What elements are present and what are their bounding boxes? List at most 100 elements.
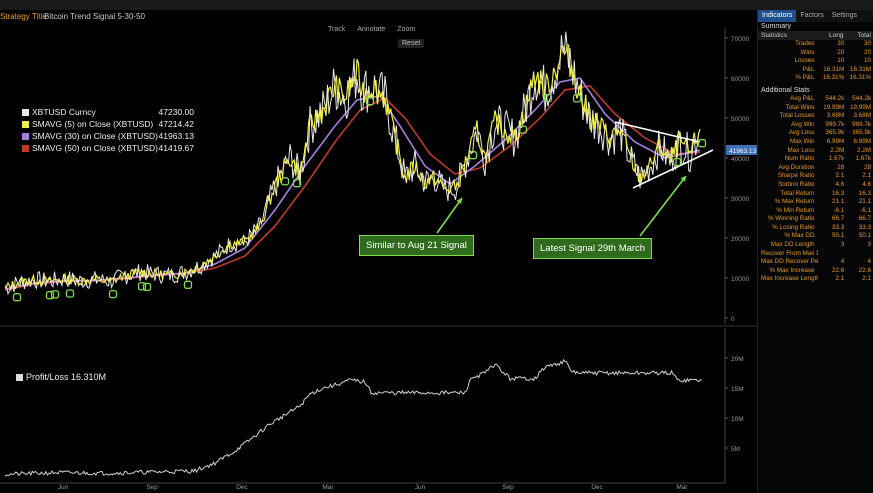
- arrow-aug21-signal: [436, 197, 463, 234]
- stat-row: % Max Return 21.1 21.1: [758, 198, 873, 207]
- stat-long: 16.3: [831, 189, 845, 197]
- strategy-title-label: Strategy Title: [0, 12, 47, 21]
- stat-long: 2.1: [835, 275, 845, 283]
- stat-label: Total Losses: [779, 112, 815, 120]
- stat-label: % Max DD: [784, 232, 815, 240]
- chart-toolbar: Track Annotate Zoom: [328, 26, 415, 38]
- signal-marker: [365, 97, 375, 106]
- stat-label: % Winning Ratio: [767, 215, 815, 223]
- stat-total: 16.31M: [849, 65, 871, 73]
- x-tick-label: Mar: [322, 484, 334, 491]
- stat-row: Total Losses 3.68M 3.68M: [758, 112, 873, 121]
- stat-long: 1.67k: [828, 155, 845, 163]
- legend-label: XBTUSD Curncy: [32, 107, 96, 117]
- tab-factors[interactable]: Factors: [800, 12, 824, 19]
- stat-long: 21.1: [831, 198, 845, 206]
- arrow-aug21-signal-head: [456, 198, 462, 204]
- stat-row: Max Increase Length 2.1 2.1: [758, 275, 873, 284]
- price-tick-label: 20000: [731, 236, 749, 243]
- x-tick-label: Dec: [591, 484, 603, 491]
- stat-long: 16.31M: [823, 65, 845, 73]
- window-top-bar: [0, 0, 873, 10]
- price-tick-label: 70000: [731, 36, 749, 43]
- legend-label: SMAVG (50) on Close (XBTUSD): [32, 143, 158, 153]
- signal-marker: [137, 282, 147, 291]
- stat-row: Wins 20 20: [758, 49, 873, 58]
- current-price-tag-label: 41963.13: [729, 148, 756, 155]
- stat-row: Avg Win 999.7k 999.7k: [758, 121, 873, 130]
- tab-indicators[interactable]: Indicators: [758, 10, 797, 22]
- stat-label: Max Loss: [787, 146, 815, 154]
- col-header-long: Long: [829, 32, 844, 39]
- stat-total: 21.1: [858, 198, 871, 206]
- signal-marker: [50, 290, 60, 299]
- stat-row: Avg Loss 365.9k 365.9k: [758, 129, 873, 138]
- stat-label: Losses: [794, 57, 815, 65]
- summary-rows: Trades 30 30 Wins 20 20 Losses 10 10 P&L 16.31M 16.…: [758, 40, 873, 83]
- pl-tick-label: 10M: [731, 416, 744, 423]
- stat-label: P&L: [802, 65, 815, 73]
- price-tick-label: 0: [731, 316, 735, 323]
- stat-long: 999.7k: [825, 120, 845, 128]
- annotation-latest-signal: Latest Signal 29th March: [533, 238, 653, 259]
- pl-tick-label: 20M: [731, 356, 744, 363]
- stat-total: 544.2k: [852, 94, 871, 102]
- zoom-button[interactable]: Zoom: [397, 26, 416, 33]
- signal-marker: [697, 139, 707, 148]
- legend-label: SMAVG (5) on Close (XBTUSD): [32, 119, 154, 129]
- stat-total: 16.31%: [849, 74, 871, 82]
- stat-label: Wins: [800, 48, 815, 56]
- stat-row: Avg P&L 544.2k 544.2k: [758, 95, 873, 104]
- strategy-name: Bitcoin Trend Signal 5-30-50: [44, 12, 145, 21]
- reset-button[interactable]: Reset: [398, 39, 425, 48]
- stat-long: 22.6: [831, 266, 845, 274]
- legend-value: 41419.67: [158, 143, 194, 153]
- signal-marker: [45, 291, 55, 300]
- track-button[interactable]: Track: [328, 26, 346, 33]
- stat-total: 30: [863, 40, 871, 47]
- additional-rows: Avg P&L 544.2k 544.2k Total Wins 19.99M 19.99…: [758, 95, 873, 284]
- legend-label: SMAVG (30) on Close (XBTUSD): [32, 131, 158, 141]
- tab-settings[interactable]: Settings: [831, 12, 857, 19]
- price-legend: XBTUSD Curncy 47230.00 SMAVG (5) on Close…: [18, 104, 198, 156]
- stat-total: 2.2M: [857, 146, 871, 154]
- stat-label: Recover From Max DD: [761, 249, 818, 257]
- stat-label: % Losing Ratio: [772, 223, 815, 231]
- price-chart[interactable]: 70000 60000 50000 40000 30000 20000 10000 0 20M 1…: [0, 28, 757, 493]
- stat-total: 4: [867, 258, 871, 266]
- legend-value: 47214.42: [158, 119, 194, 129]
- strategy-title-bar: Strategy Title Bitcoin Trend Signal 5-30…: [0, 10, 760, 24]
- stat-row: Avg Duration 28 28: [758, 164, 873, 173]
- stat-row: Recover From Max DD: [758, 250, 873, 259]
- stat-label: Avg Loss: [788, 129, 815, 137]
- stat-label: Max Increase Length: [761, 275, 818, 283]
- sma5-line: [4, 44, 701, 292]
- x-tick-label: Sep: [502, 484, 514, 491]
- stat-total: -6.1: [860, 206, 871, 214]
- stat-row: Max Win 6.99M 6.99M: [758, 138, 873, 147]
- stat-total: 3: [867, 241, 871, 249]
- stat-label: % Max Increase: [769, 266, 815, 274]
- pl-legend-swatch: [16, 374, 23, 382]
- price-tick-label: 60000: [731, 76, 749, 83]
- stat-long: 4.6: [835, 180, 845, 188]
- stat-total: 3.68M: [853, 112, 871, 120]
- upper-trendline: [614, 121, 701, 143]
- stat-label: Sharpe Ratio: [777, 172, 815, 180]
- stat-total: 2.1: [862, 275, 871, 283]
- stat-long: 30: [837, 40, 845, 47]
- stat-total: 22.6: [858, 266, 871, 274]
- stat-total: 999.7k: [852, 120, 871, 128]
- legend-value: 47230.00: [158, 107, 194, 117]
- annotate-button[interactable]: Annotate: [357, 26, 386, 33]
- stat-row: % Min Return -6.1 -6.1: [758, 207, 873, 216]
- stat-label: Avg Win: [791, 120, 815, 128]
- signal-marker: [672, 157, 682, 167]
- stat-row: % Winning Ratio 66.7 66.7: [758, 215, 873, 224]
- stat-label: Num Ratio: [784, 155, 815, 163]
- statistics-label: Statistics: [761, 32, 788, 39]
- x-tick-label: Dec: [236, 484, 248, 491]
- stat-long: 365.9k: [825, 129, 845, 137]
- additional-stats-title: Additional Stats: [761, 86, 810, 94]
- stat-total: 19.99M: [849, 103, 871, 111]
